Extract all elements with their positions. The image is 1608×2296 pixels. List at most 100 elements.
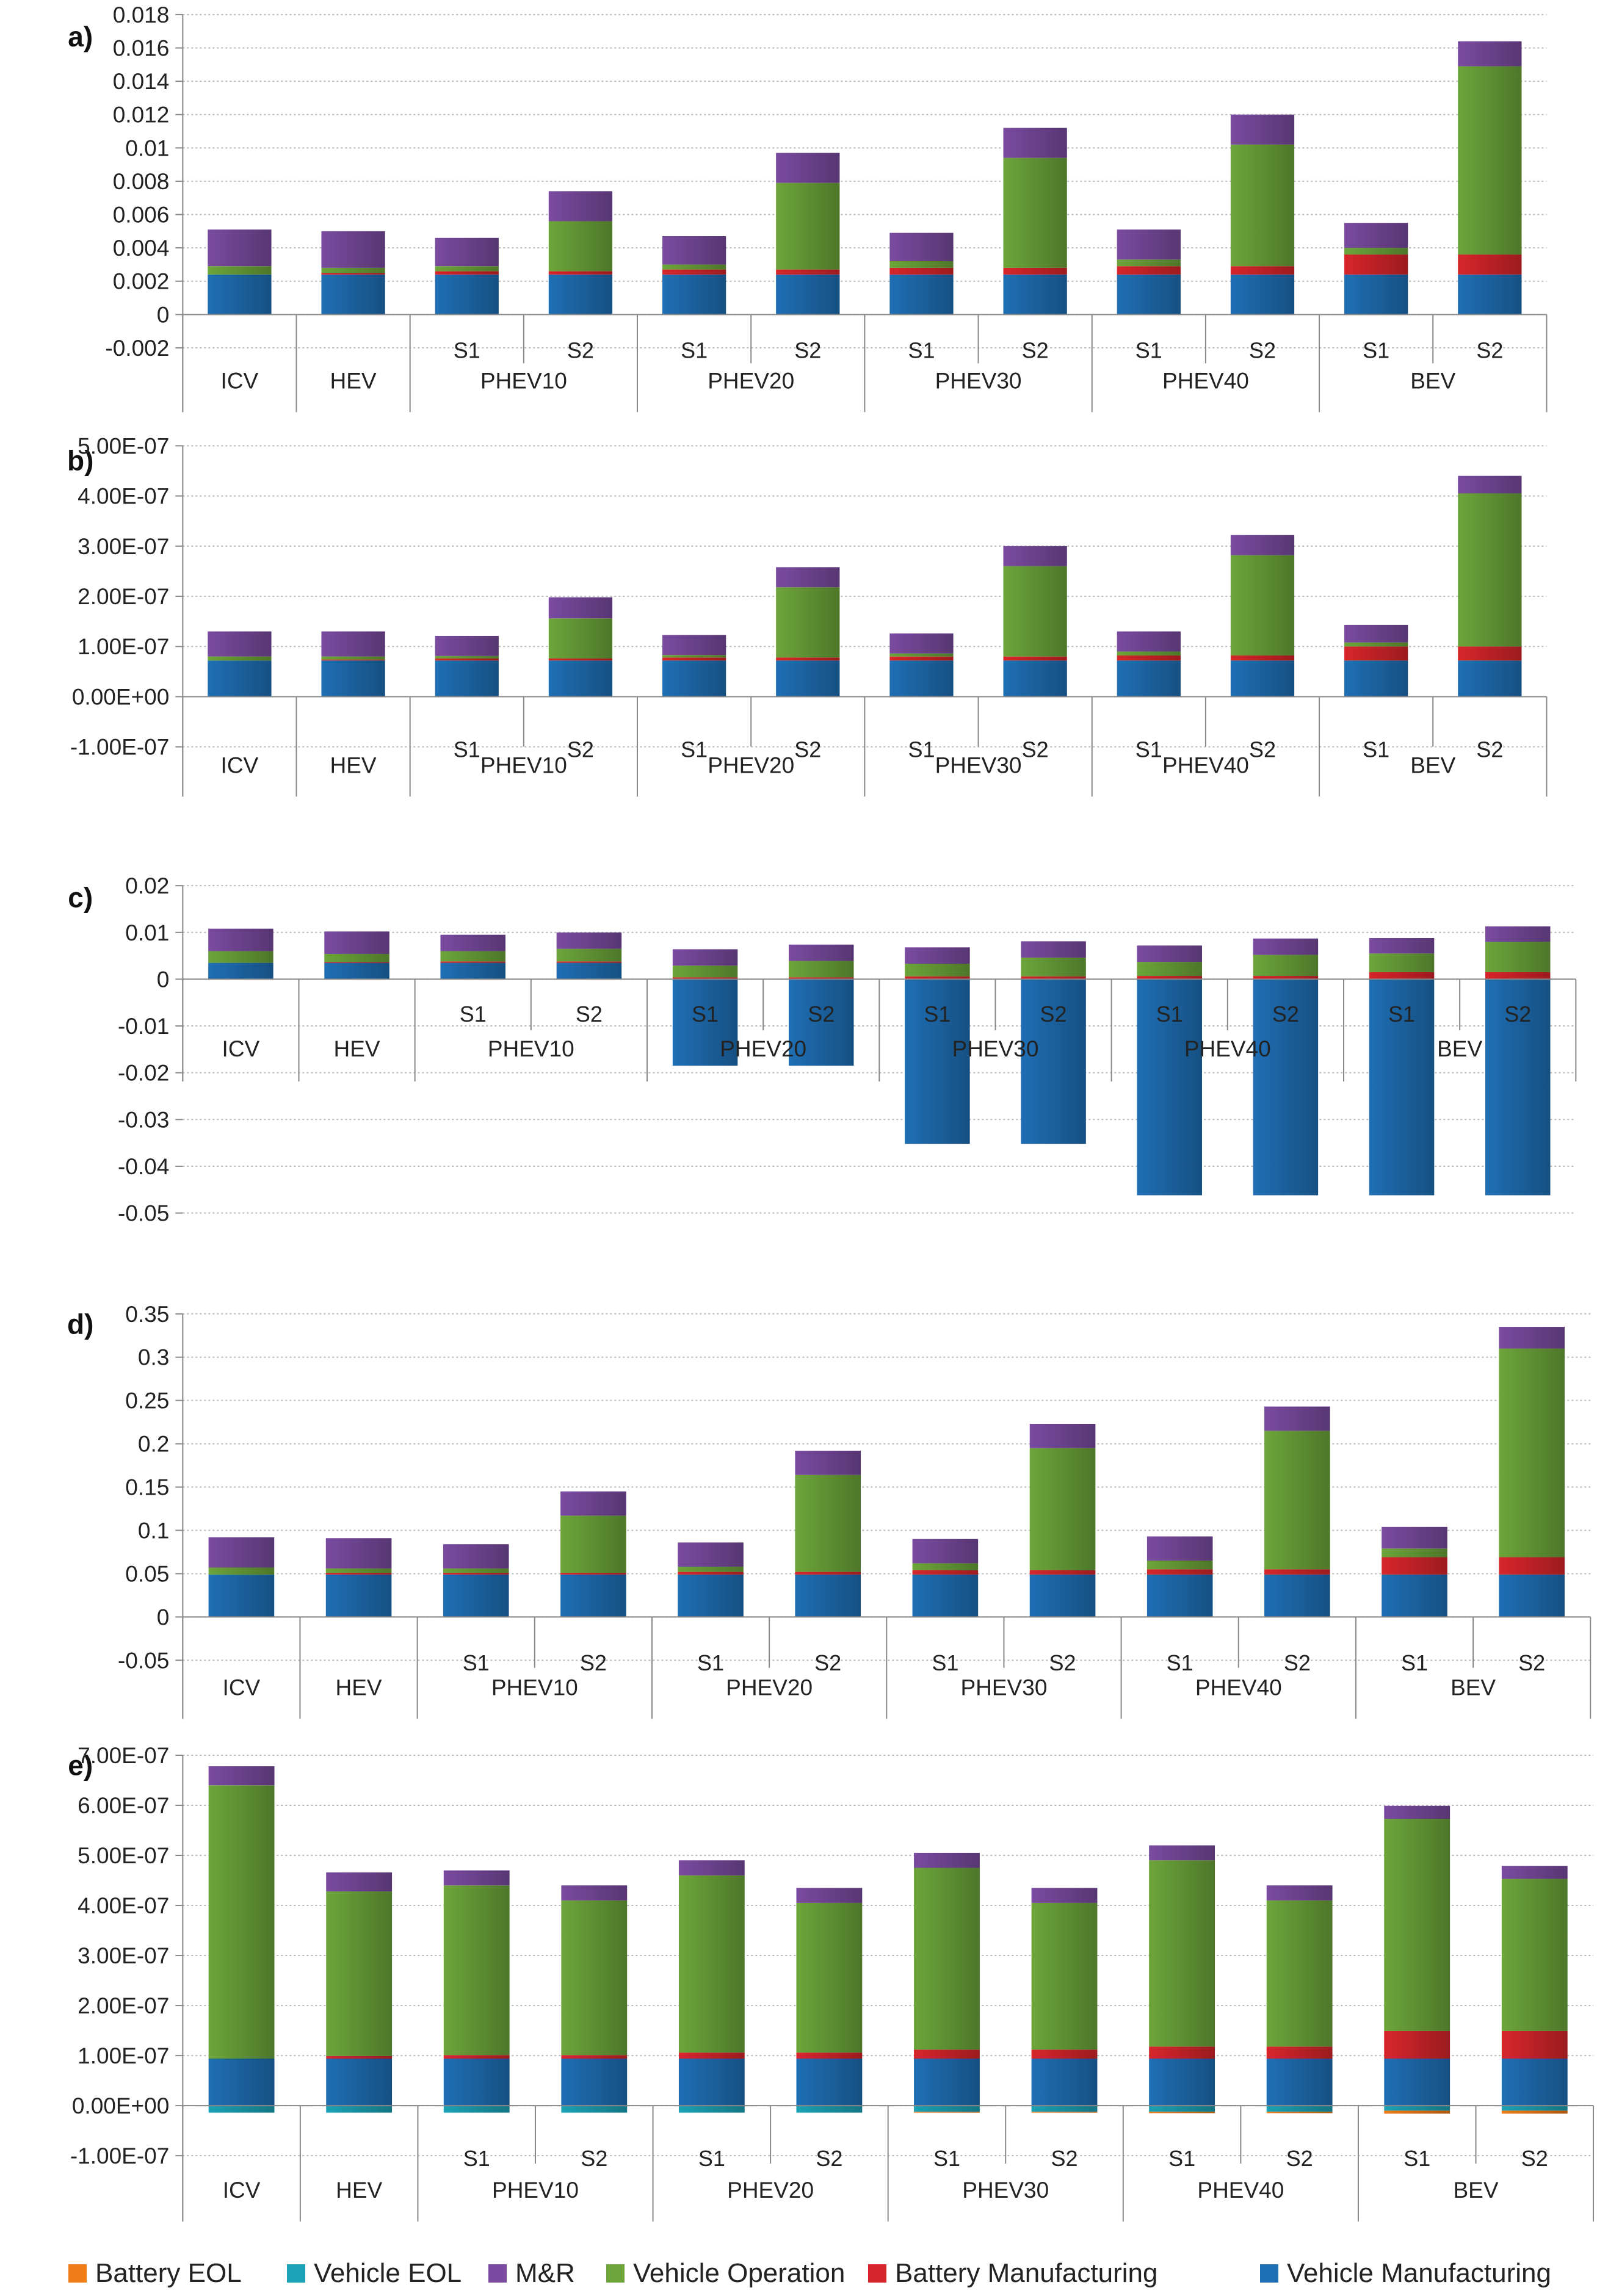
bar-segment-vo	[208, 266, 272, 275]
subcategory-label: S2	[1249, 737, 1276, 762]
y-tick-label: 0.004	[113, 236, 170, 261]
bar-segment-vo	[672, 966, 738, 978]
legend-label: Vehicle Manufacturing	[1287, 2258, 1551, 2288]
bar-segment-vo	[325, 1568, 392, 1573]
bar-segment-bm	[889, 656, 954, 661]
bar-segment-mr	[1031, 1888, 1098, 1903]
y-tick-label: 7.00E-07	[78, 1743, 169, 1768]
subcategory-label: S2	[1022, 338, 1049, 363]
bar-segment-mr	[1458, 41, 1522, 67]
bar-segment-mr	[1485, 926, 1551, 942]
bar-segment-vm	[1137, 979, 1202, 1196]
group-label: PHEV10	[480, 753, 567, 778]
subcategory-label: S2	[1049, 1650, 1076, 1675]
bar-segment-vm	[1117, 274, 1181, 315]
bar-segment-bm	[324, 962, 389, 963]
bar-segment-mr	[324, 931, 389, 955]
bar-segment-vo	[912, 1563, 979, 1570]
legend-item-vm: Vehicle Manufacturing	[1260, 2255, 1551, 2292]
y-tick-label: 1.00E-07	[78, 634, 169, 659]
bar-segment-mr	[1149, 1845, 1215, 1861]
bar-segment-vo	[556, 948, 622, 962]
bar-segment-vm	[208, 2059, 275, 2106]
bar-segment-mr	[1344, 624, 1408, 643]
bar-segment-bm	[662, 269, 726, 275]
bar-segment-vm	[1344, 274, 1408, 315]
bar-segment-mr	[1382, 1526, 1447, 1549]
bar-segment-bm	[1344, 646, 1408, 661]
bar-segment-mr	[1344, 223, 1408, 248]
panel-label: e)	[68, 1750, 93, 1782]
bar-segment-vo	[321, 656, 385, 660]
y-tick-label: 5.00E-07	[78, 433, 169, 458]
bar-segment-vo	[889, 261, 954, 268]
bar-segment-vm	[1458, 660, 1522, 697]
bar-segment-veol	[796, 2106, 863, 2113]
y-tick-label: -0.05	[118, 1201, 169, 1226]
y-tick-label: 0.008	[113, 169, 170, 194]
bar-segment-vm	[795, 1574, 861, 1617]
bar-segment-bm	[1003, 267, 1067, 275]
bar-segment-vm	[321, 660, 385, 697]
subcategory-label: S1	[1135, 737, 1162, 762]
bar-segment-mr	[556, 932, 622, 949]
bar-segment-vo	[662, 264, 726, 270]
bar-segment-mr	[1458, 475, 1522, 494]
subcategory-label: S1	[1388, 1002, 1415, 1027]
subcategory-label: S1	[1363, 338, 1389, 363]
y-tick-label: 0	[157, 302, 170, 327]
bar-segment-mr	[1499, 1327, 1565, 1349]
bar-segment-mr	[889, 633, 954, 654]
bar-segment-mr	[1117, 631, 1181, 652]
bar-segment-mr	[1369, 937, 1435, 954]
bar-segment-bm	[321, 659, 385, 661]
bar-segment-veol	[443, 2106, 510, 2113]
y-tick-label: -0.01	[118, 1014, 169, 1039]
bar-segment-vm	[1266, 2059, 1333, 2106]
bar-segment-mr	[1266, 1885, 1333, 1901]
legend-label: M&R	[515, 2258, 575, 2288]
y-tick-label: 0.01	[125, 920, 169, 945]
legend-item-beol: Battery EOL	[68, 2255, 242, 2292]
bar-segment-mr	[208, 229, 272, 267]
bar-segment-vo	[443, 1568, 509, 1573]
bar-segment-bm	[443, 2055, 510, 2059]
bar-segment-vm	[1149, 2059, 1215, 2106]
bar-segment-mr	[1384, 1805, 1450, 1819]
subcategory-label: S2	[567, 338, 594, 363]
subcategory-label: S1	[1167, 1650, 1193, 1675]
bar-segment-mr	[325, 1538, 392, 1569]
bar-segment-vo	[889, 653, 954, 657]
subcategory-label: S1	[932, 1650, 958, 1675]
subcategory-label: S1	[460, 1002, 487, 1027]
group-label: PHEV40	[1162, 753, 1249, 778]
bar-segment-bm	[796, 2052, 863, 2059]
bar-segment-bm	[1369, 972, 1435, 980]
subcategory-label: S2	[808, 1002, 835, 1027]
subcategory-label: S2	[1040, 1002, 1067, 1027]
group-label: PHEV10	[491, 1675, 578, 1700]
group-label: HEV	[330, 753, 377, 778]
subcategory-label: S2	[580, 1650, 607, 1675]
bar-segment-bm	[561, 2055, 628, 2059]
bar-segment-vo	[1344, 642, 1408, 647]
bar-segment-vo	[1501, 1879, 1568, 2031]
bar-segment-beol	[1266, 2111, 1333, 2114]
bar-segment-bm	[1230, 655, 1295, 661]
bar-segment-vo	[1137, 962, 1202, 977]
subcategory-label: S2	[1022, 737, 1049, 762]
bar-segment-vo	[1369, 953, 1435, 972]
y-tick-label: 3.00E-07	[78, 1943, 169, 1968]
group-label: PHEV30	[935, 369, 1022, 394]
legend-item-mr: M&R	[488, 2255, 575, 2292]
bar-segment-mr	[912, 1539, 979, 1564]
chart-panel-d: d) 0.35 0.3 0.25 0.2 0.15 0.1 0.05 0 -0.05 ICV HEV S…	[67, 1302, 1592, 1719]
bar-segment-vo	[796, 1902, 863, 2053]
bar-segment-bm	[1458, 255, 1522, 275]
subcategory-label: S1	[1401, 1650, 1428, 1675]
y-tick-label: 0.3	[138, 1345, 169, 1370]
group-label: PHEV30	[952, 1036, 1039, 1061]
bar-segment-vo	[1382, 1548, 1447, 1558]
bar-segment-mr	[1230, 535, 1295, 555]
subcategory-label: S2	[816, 2146, 842, 2171]
